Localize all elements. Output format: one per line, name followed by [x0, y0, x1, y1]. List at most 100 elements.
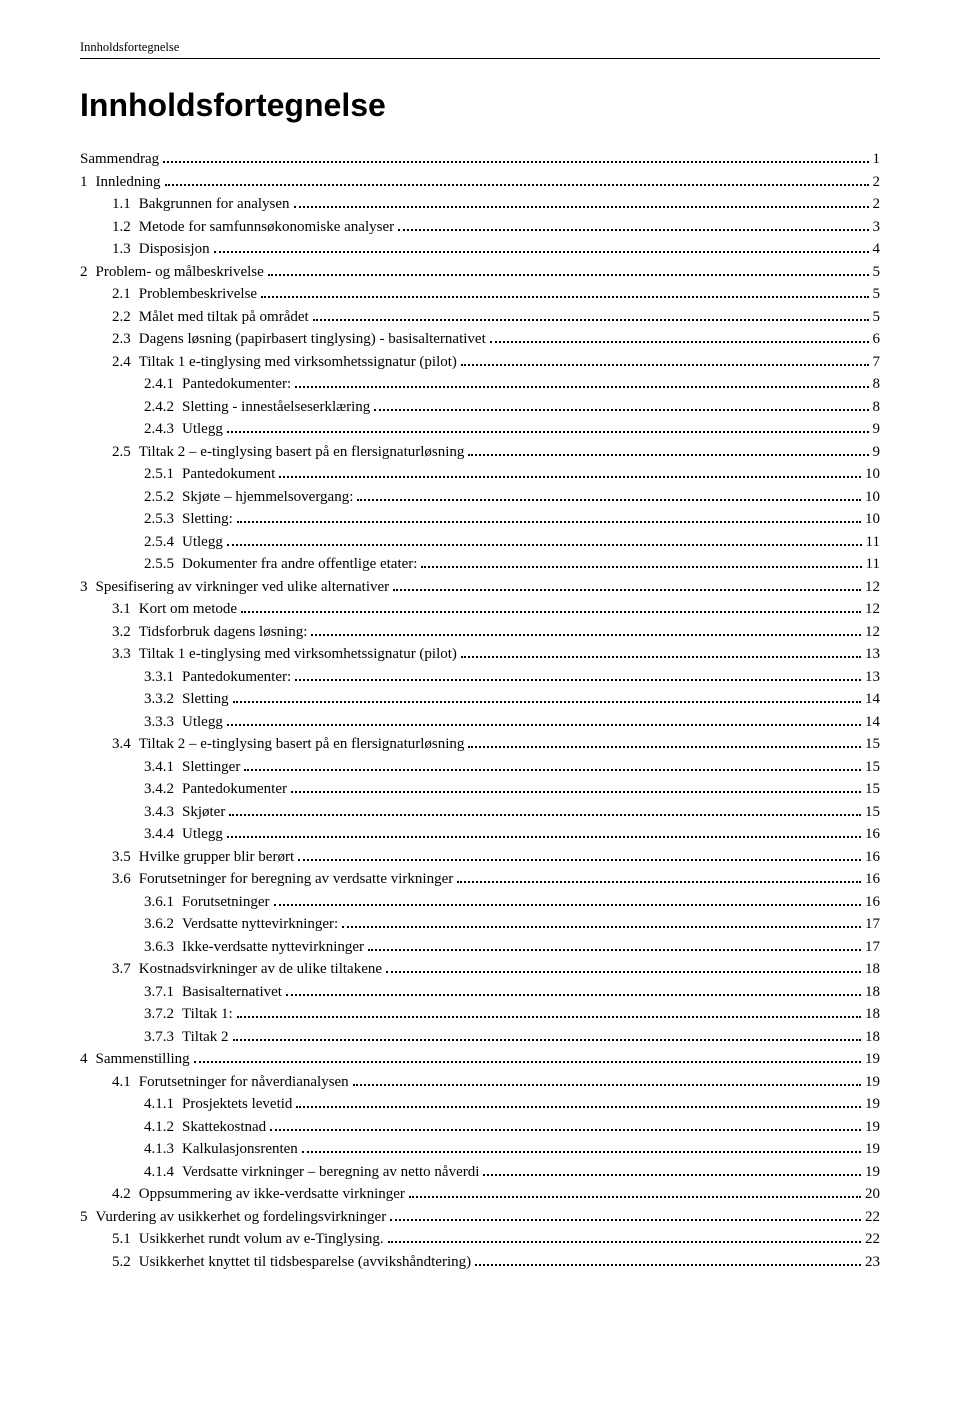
toc-entry: Sammendrag1 — [80, 148, 880, 171]
toc-title: Oppsummering av ikke-verdsatte virkninge… — [139, 1183, 405, 1206]
toc-number: 5.2 — [112, 1251, 139, 1274]
toc-leader-dots — [461, 352, 869, 366]
toc-entry: 3.7.3Tiltak 218 — [80, 1026, 880, 1049]
toc-page-number: 18 — [865, 981, 880, 1004]
toc-entry: 5.2Usikkerhet knyttet til tidsbesparelse… — [80, 1251, 880, 1274]
toc-title: Tiltak 2 – e-tinglysing basert på en fle… — [139, 441, 465, 464]
toc-leader-dots — [233, 1027, 861, 1041]
toc-page-number: 9 — [873, 441, 881, 464]
toc-leader-dots — [229, 802, 861, 816]
toc-page-number: 18 — [865, 958, 880, 981]
toc-leader-dots — [475, 1252, 861, 1266]
toc-entry: 2.1Problembeskrivelse5 — [80, 283, 880, 306]
toc-number: 1 — [80, 171, 96, 194]
toc-leader-dots — [227, 419, 869, 433]
toc-page-number: 13 — [865, 643, 880, 666]
toc-page-number: 15 — [865, 801, 880, 824]
toc-entry: 3.4.3Skjøter15 — [80, 801, 880, 824]
toc-page-number: 20 — [865, 1183, 880, 1206]
toc-title: Usikkerhet knyttet til tidsbesparelse (a… — [139, 1251, 471, 1274]
toc-title: Målet med tiltak på området — [139, 306, 309, 329]
toc-title: Skjøter — [182, 801, 225, 824]
toc-number: 3.4.1 — [144, 756, 182, 779]
toc-leader-dots — [233, 689, 861, 703]
toc-entry: 2.5.5Dokumenter fra andre offentlige eta… — [80, 553, 880, 576]
toc-number: 3.6.3 — [144, 936, 182, 959]
toc-page-number: 3 — [873, 216, 881, 239]
toc-entry: 3.4.2Pantedokumenter15 — [80, 778, 880, 801]
toc-leader-dots — [483, 1162, 861, 1176]
toc-leader-dots — [279, 464, 861, 478]
toc-number: 3.2 — [112, 621, 139, 644]
toc-entry: 3.5Hvilke grupper blir berørt16 — [80, 846, 880, 869]
toc-number: 2.5.5 — [144, 553, 182, 576]
toc-page-number: 9 — [873, 418, 881, 441]
toc-number: 1.2 — [112, 216, 139, 239]
toc-title: Metode for samfunnsøkonomiske analyser — [139, 216, 394, 239]
toc-page-number: 19 — [865, 1138, 880, 1161]
toc-title: Dokumenter fra andre offentlige etater: — [182, 553, 417, 576]
toc-page-number: 8 — [873, 396, 881, 419]
toc-entry: 2.4.2Sletting - inneståelseserklæring8 — [80, 396, 880, 419]
toc-entry: 4.1.2Skattekostnad19 — [80, 1116, 880, 1139]
toc-number: 2.1 — [112, 283, 139, 306]
toc-entry: 5Vurdering av usikkerhet og fordelingsvi… — [80, 1206, 880, 1229]
toc-leader-dots — [386, 959, 861, 973]
toc-page-number: 10 — [865, 486, 880, 509]
toc-page-number: 12 — [865, 576, 880, 599]
toc-entry: 3.4.4Utlegg16 — [80, 823, 880, 846]
toc-title: Tiltak 1 e-tinglysing med virksomhetssig… — [139, 351, 457, 374]
toc-page-number: 19 — [865, 1093, 880, 1116]
toc-title: Usikkerhet rundt volum av e-Tinglysing. — [139, 1228, 384, 1251]
toc-page-number: 18 — [865, 1003, 880, 1026]
toc-title: Tiltak 2 – e-tinglysing basert på en fle… — [139, 733, 465, 756]
toc-entry: 4.1.3Kalkulasjonsrenten19 — [80, 1138, 880, 1161]
toc-entry: 2.3Dagens løsning (papirbasert tinglysin… — [80, 328, 880, 351]
toc-page-number: 15 — [865, 756, 880, 779]
toc-title: Forutsetninger — [182, 891, 270, 914]
toc-number: 4.1.1 — [144, 1093, 182, 1116]
toc-leader-dots — [374, 397, 868, 411]
toc-leader-dots — [393, 577, 861, 591]
toc-leader-dots — [368, 937, 861, 951]
toc-page-number: 16 — [865, 823, 880, 846]
toc-page-number: 19 — [865, 1071, 880, 1094]
toc-entry: 3.3.2Sletting14 — [80, 688, 880, 711]
toc-entry: 3.6Forutsetninger for beregning av verds… — [80, 868, 880, 891]
toc-entry: 4.1Forutsetninger for nåverdianalysen19 — [80, 1071, 880, 1094]
toc-title: Skattekostnad — [182, 1116, 266, 1139]
toc-entry: 3Spesifisering av virkninger ved ulike a… — [80, 576, 880, 599]
toc-leader-dots — [490, 329, 869, 343]
toc-title: Dagens løsning (papirbasert tinglysing) … — [139, 328, 486, 351]
toc-leader-dots — [295, 667, 861, 681]
toc-entry: 2.5.1Pantedokument10 — [80, 463, 880, 486]
toc-number: 5 — [80, 1206, 96, 1229]
toc-number: 5.1 — [112, 1228, 139, 1251]
toc-entry: 2.5Tiltak 2 – e-tinglysing basert på en … — [80, 441, 880, 464]
toc-number: 4 — [80, 1048, 96, 1071]
toc-leader-dots — [274, 892, 862, 906]
toc-page-number: 11 — [866, 553, 880, 576]
toc-number: 3.1 — [112, 598, 139, 621]
toc-title: Pantedokumenter: — [182, 373, 291, 396]
toc-title: Bakgrunnen for analysen — [139, 193, 290, 216]
toc-leader-dots — [457, 869, 861, 883]
toc-title: Ikke-verdsatte nyttevirkninger — [182, 936, 364, 959]
toc-leader-dots — [227, 712, 861, 726]
toc-number: 3.7.2 — [144, 1003, 182, 1026]
toc-leader-dots — [398, 217, 868, 231]
toc-page-number: 10 — [865, 508, 880, 531]
toc-number: 4.1.2 — [144, 1116, 182, 1139]
toc-title: Sammenstilling — [96, 1048, 190, 1071]
toc-entry: 4Sammenstilling19 — [80, 1048, 880, 1071]
toc-leader-dots — [296, 1094, 861, 1108]
toc-leader-dots — [357, 487, 861, 501]
toc-page-number: 18 — [865, 1026, 880, 1049]
toc-number: 2.5 — [112, 441, 139, 464]
toc-entry: 3.6.2Verdsatte nyttevirkninger:17 — [80, 913, 880, 936]
toc-title: Verdsatte virkninger – beregning av nett… — [182, 1161, 479, 1184]
toc-title: Slettinger — [182, 756, 240, 779]
toc-number: 3 — [80, 576, 96, 599]
toc-entry: 3.6.1Forutsetninger16 — [80, 891, 880, 914]
toc-number: 4.1 — [112, 1071, 139, 1094]
